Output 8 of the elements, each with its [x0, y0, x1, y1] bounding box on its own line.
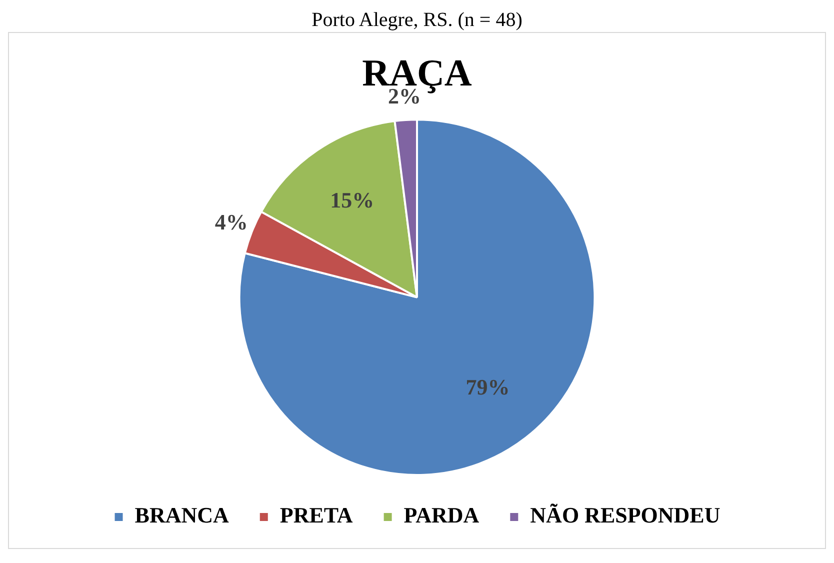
- data-label: 4%: [214, 209, 248, 234]
- legend-label: PRETA: [280, 502, 353, 528]
- data-label: 15%: [330, 187, 374, 212]
- text: Porto Alegre, RS. (n = 48): [310, 8, 524, 32]
- legend-label: PARDA: [404, 502, 480, 528]
- data-label: 79%: [466, 374, 510, 400]
- legend-label: BRANCA: [134, 502, 229, 528]
- legend-label: NÃO RESPONDEU: [530, 502, 720, 528]
